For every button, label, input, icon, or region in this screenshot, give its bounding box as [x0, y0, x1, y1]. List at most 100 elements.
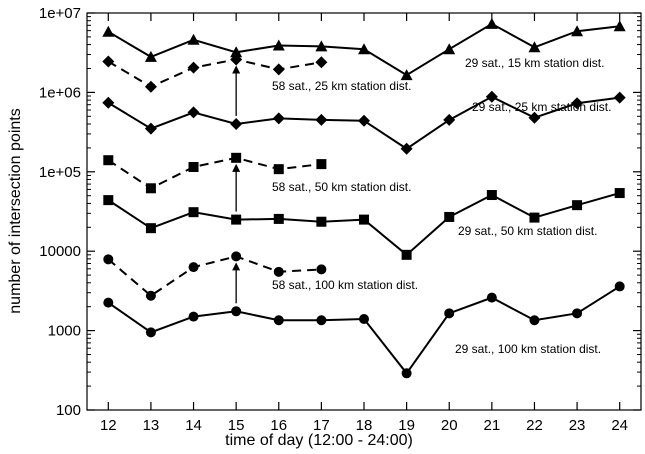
circle-marker [316, 315, 327, 326]
y-tick-label: 1000 [48, 323, 81, 340]
square-marker [145, 223, 156, 234]
series-annotation: 58 sat., 25 km station dist. [272, 79, 411, 93]
triangle-marker [528, 41, 541, 53]
square-marker [316, 159, 327, 170]
square-marker [273, 164, 284, 175]
y-tick-label: 1e+07 [39, 5, 81, 22]
diamond-marker [187, 61, 200, 74]
series-annotation: 58 sat., 50 km station dist. [272, 180, 411, 194]
square-marker [486, 190, 497, 201]
x-tick-label: 12 [100, 417, 117, 434]
diamond-marker [102, 55, 115, 68]
triangle-marker [485, 17, 498, 29]
diamond-marker [358, 114, 370, 127]
triangle-marker [443, 43, 456, 55]
x-tick-label: 14 [185, 417, 202, 434]
series [103, 152, 327, 194]
series [103, 188, 625, 260]
square-marker [614, 188, 625, 199]
square-marker [103, 195, 114, 206]
series-annotation: 29 sat., 25 km station dist. [472, 100, 611, 114]
circle-marker [359, 313, 369, 324]
diamond-marker [144, 122, 157, 135]
y-tick-label: 10000 [39, 243, 81, 260]
y-tick-label: 1e+05 [39, 164, 81, 181]
triangle-marker [613, 20, 626, 32]
diamond-marker [571, 97, 584, 110]
circle-marker [188, 262, 199, 273]
x-tick-label: 20 [441, 417, 458, 434]
diamond-marker [230, 117, 243, 130]
y-tick-label: 100 [56, 402, 81, 419]
square-marker [572, 200, 583, 211]
circle-marker [401, 368, 412, 379]
square-marker [444, 211, 455, 222]
circle-marker [145, 327, 156, 338]
series-annotation: 29 sat., 50 km station dist. [458, 224, 597, 238]
square-marker [231, 152, 242, 163]
diamond-marker [272, 63, 285, 76]
circle-marker [572, 308, 583, 319]
diamond-marker [613, 91, 626, 104]
x-tick-label: 22 [526, 417, 543, 434]
series [103, 281, 625, 379]
circle-marker [273, 266, 284, 277]
annotation-layer: 29 sat., 15 km station dist. 58 sat., 25 … [272, 56, 611, 356]
y-axis-title: number of intersection points [7, 108, 24, 313]
square-marker [103, 155, 114, 166]
x-tick-label: 23 [569, 417, 586, 434]
triangle-marker [187, 33, 200, 45]
square-marker [316, 216, 327, 227]
series-line [107, 156, 322, 190]
circle-marker [103, 254, 114, 265]
series-line [107, 255, 322, 297]
x-tick-label: 19 [398, 417, 415, 434]
square-marker [359, 214, 369, 225]
triangle-marker [102, 25, 115, 37]
circle-marker [273, 315, 284, 326]
triangle-marker [315, 40, 328, 52]
x-tick-label: 21 [484, 417, 501, 434]
circle-marker [486, 292, 497, 303]
diamond-marker [443, 113, 456, 126]
y-tick-label: 1e+06 [39, 84, 81, 101]
series [102, 17, 626, 81]
triangle-marker [358, 43, 370, 55]
diamond-marker [315, 56, 328, 69]
triangle-marker [144, 50, 157, 62]
square-marker [145, 183, 156, 194]
x-tick-label: 17 [313, 417, 330, 434]
diamond-marker [144, 80, 157, 93]
diamond-marker [187, 106, 200, 119]
square-marker [529, 212, 540, 223]
x-tick-label: 16 [270, 417, 287, 434]
square-marker [188, 207, 199, 218]
square-marker [273, 213, 284, 224]
series-annotation: 29 sat., 15 km station dist. [465, 56, 604, 70]
axis-ticks: 12 13 14 15 16 17 18 19 20 21 22 23 24 100 1000 10000 1e… [39, 5, 641, 434]
triangle-marker [571, 25, 584, 37]
circle-marker [614, 281, 625, 292]
x-tick-label: 15 [228, 417, 245, 434]
circle-marker [316, 264, 327, 275]
diamond-marker [102, 96, 115, 109]
series-annotation: 29 sat., 100 km station dist. [455, 342, 601, 356]
diamond-marker [272, 112, 285, 125]
square-marker [231, 214, 242, 225]
diamond-marker [400, 142, 413, 155]
square-marker [188, 161, 199, 172]
circle-marker [103, 297, 114, 308]
diamond-marker [528, 111, 541, 124]
series-layer [102, 17, 626, 379]
circle-marker [231, 251, 242, 262]
series-annotation: 58 sat., 100 km station dist. [272, 278, 418, 292]
circle-marker [188, 311, 199, 322]
diamond-marker [230, 53, 243, 66]
diamond-marker [485, 90, 498, 103]
series [103, 251, 327, 301]
series [102, 90, 626, 155]
x-tick-label: 13 [143, 417, 160, 434]
series-line [107, 285, 621, 375]
square-marker [401, 249, 412, 260]
